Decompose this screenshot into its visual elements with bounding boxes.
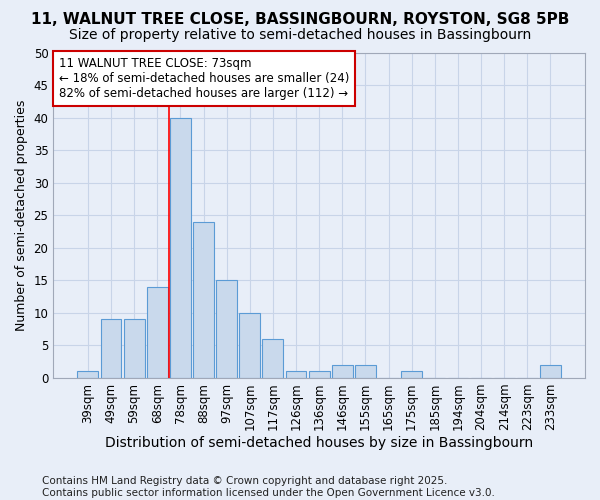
Text: Contains HM Land Registry data © Crown copyright and database right 2025.
Contai: Contains HM Land Registry data © Crown c… [42,476,495,498]
Bar [401,372,422,378]
Bar [239,313,260,378]
Bar [355,365,376,378]
Bar [101,320,121,378]
Bar [193,222,214,378]
Bar [332,365,353,378]
Bar [540,365,561,378]
Y-axis label: Number of semi-detached properties: Number of semi-detached properties [15,100,28,331]
X-axis label: Distribution of semi-detached houses by size in Bassingbourn: Distribution of semi-detached houses by … [105,436,533,450]
Bar [286,372,307,378]
Text: 11, WALNUT TREE CLOSE, BASSINGBOURN, ROYSTON, SG8 5PB: 11, WALNUT TREE CLOSE, BASSINGBOURN, ROY… [31,12,569,28]
Text: 11 WALNUT TREE CLOSE: 73sqm
← 18% of semi-detached houses are smaller (24)
82% o: 11 WALNUT TREE CLOSE: 73sqm ← 18% of sem… [59,58,349,100]
Bar [309,372,329,378]
Text: Size of property relative to semi-detached houses in Bassingbourn: Size of property relative to semi-detach… [69,28,531,42]
Bar [170,118,191,378]
Bar [147,287,167,378]
Bar [216,280,237,378]
Bar [124,320,145,378]
Bar [262,339,283,378]
Bar [77,372,98,378]
